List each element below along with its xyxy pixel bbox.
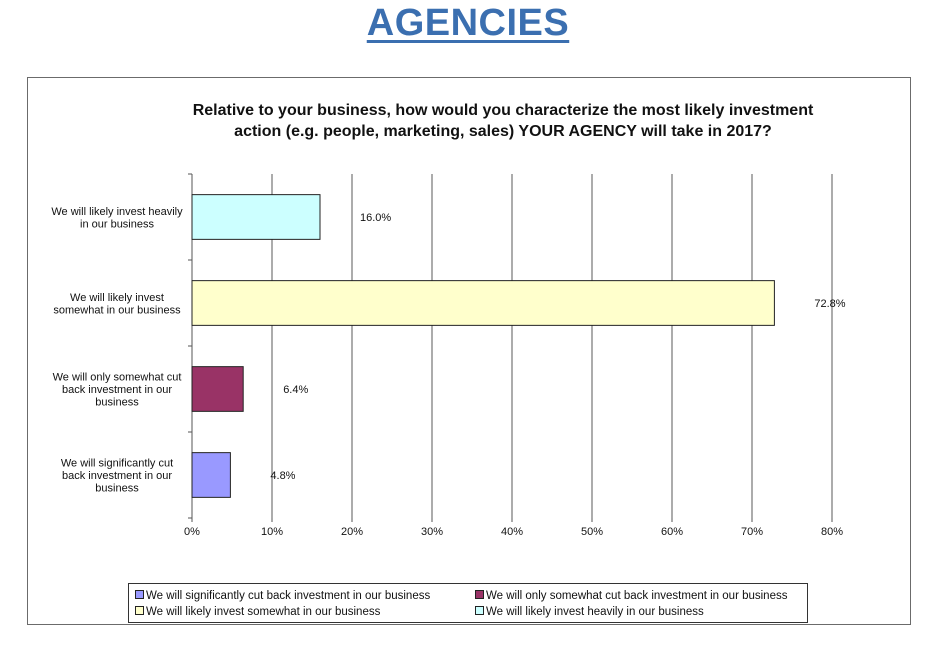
- x-tick-label: 60%: [661, 526, 683, 538]
- bar: [191, 280, 775, 326]
- legend-swatch: [475, 606, 484, 615]
- legend-item: We will significantly cut back investmen…: [135, 589, 430, 603]
- legend-swatch: [475, 590, 484, 599]
- category-label: back investment in our: [62, 384, 172, 396]
- bar-value-label: 16.0%: [360, 212, 391, 224]
- bar-chart: 0% 10% 20% 30% 40% 50% 60% 70% 80% 16.0% We will l…: [51, 173, 846, 538]
- chart-title: Relative to your business, how would you…: [88, 100, 918, 142]
- category-label: business: [95, 397, 139, 409]
- legend-item: We will only somewhat cut back investmen…: [475, 589, 787, 603]
- bar: [191, 366, 244, 412]
- x-tick-label: 20%: [341, 526, 363, 538]
- category-label: We will significantly cut: [61, 458, 173, 470]
- bar-value-label: 4.8%: [270, 470, 295, 482]
- chart-title-line: action (e.g. people, marketing, sales) Y…: [234, 123, 772, 140]
- legend-label: We will likely invest heavily in our bus…: [486, 606, 704, 618]
- x-tick-label: 50%: [581, 526, 603, 538]
- category-label: We will likely invest: [70, 292, 164, 304]
- category-label: somewhat in our business: [53, 304, 181, 316]
- bar-value-label: 72.8%: [814, 298, 845, 310]
- category-label: business: [95, 483, 139, 495]
- category-label: back investment in our: [62, 470, 172, 482]
- legend-item: We will likely invest heavily in our bus…: [475, 605, 704, 619]
- legend-swatch: [135, 590, 144, 599]
- legend-label: We will significantly cut back investmen…: [146, 590, 431, 602]
- legend-label: We will likely invest somewhat in our bu…: [146, 606, 381, 618]
- bar: [191, 452, 231, 498]
- x-tick-label: 30%: [421, 526, 443, 538]
- legend-swatch: [135, 606, 144, 615]
- category-label: in our business: [80, 218, 154, 230]
- x-tick-label: 40%: [501, 526, 523, 538]
- legend-item: We will likely invest somewhat in our bu…: [135, 605, 380, 619]
- x-tick-label: 10%: [261, 526, 283, 538]
- category-label: We will likely invest heavily: [51, 206, 183, 218]
- x-tick-label: 80%: [821, 526, 843, 538]
- legend-label: We will only somewhat cut back investmen…: [486, 590, 788, 602]
- bar: [191, 194, 321, 240]
- chart-legend: We will significantly cut back investmen…: [128, 583, 808, 623]
- chart-frame: Relative to your business, how would you…: [27, 77, 911, 625]
- category-label: We will only somewhat cut: [53, 372, 182, 384]
- x-tick-label: 0%: [184, 526, 200, 538]
- x-tick-label: 70%: [741, 526, 763, 538]
- chart-title-line: Relative to your business, how would you…: [192, 102, 814, 119]
- bar-value-label: 6.4%: [283, 384, 308, 396]
- page-heading: AGENCIES: [366, 2, 570, 44]
